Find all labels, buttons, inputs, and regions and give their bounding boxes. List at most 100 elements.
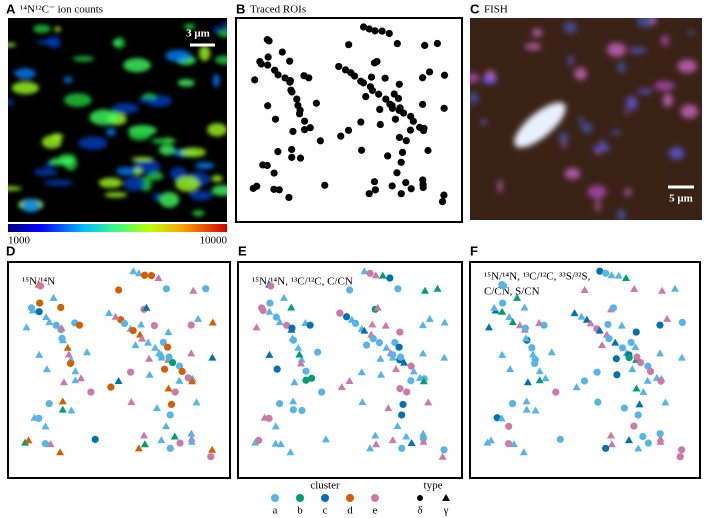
roi-triangle <box>157 436 166 444</box>
ion-blob <box>21 198 40 213</box>
roi-triangle <box>187 349 196 357</box>
roi-triangle <box>577 312 586 320</box>
ion-blob <box>199 45 211 61</box>
roi-dot <box>373 57 381 66</box>
roi-circle <box>657 377 665 385</box>
panel-title: C/CN, S/CN <box>484 286 540 298</box>
roi-circle <box>528 344 536 352</box>
roi-dot <box>391 115 400 123</box>
roi-triangle <box>295 350 304 358</box>
roi-triangle <box>373 303 382 311</box>
roi-triangle <box>523 378 532 386</box>
ion-blob <box>41 135 62 149</box>
fish-blob <box>470 92 479 105</box>
roi-triangle <box>275 318 284 326</box>
ion-blob <box>54 26 62 32</box>
panel-label: D <box>6 243 15 258</box>
roi-circle <box>45 399 53 408</box>
roi-dot <box>395 133 404 142</box>
cluster-points <box>483 267 686 461</box>
roi-triangle <box>297 355 306 363</box>
roi-triangle <box>663 314 672 322</box>
roi-triangle <box>357 368 366 376</box>
roi-circle <box>342 313 351 321</box>
roi-circle <box>593 368 601 376</box>
roi-dot <box>402 137 410 145</box>
roi-dot <box>388 104 396 112</box>
roi-triangle <box>164 384 173 392</box>
legend-label: a <box>273 505 278 517</box>
roi-dot <box>270 185 278 193</box>
roi-triangle <box>35 350 44 358</box>
roi-triangle <box>137 320 146 328</box>
roi-triangle <box>440 353 449 361</box>
roi-triangle <box>508 318 517 326</box>
ion-blob <box>111 102 139 114</box>
roi-dot <box>365 25 373 33</box>
roi-circle <box>129 326 137 335</box>
roi-circle <box>165 353 173 361</box>
legend-swatch <box>346 494 354 502</box>
roi-dot <box>393 169 401 177</box>
roi-dot <box>378 27 386 35</box>
roi-triangle <box>598 341 607 349</box>
roi-dot <box>419 100 427 108</box>
ion-blob <box>189 190 213 201</box>
roi-triangle <box>535 376 544 384</box>
roi-dot <box>286 77 295 85</box>
roi-dot <box>397 158 405 166</box>
roi-dot <box>381 74 389 82</box>
roi-dot <box>398 148 407 157</box>
roi-dot <box>367 73 376 81</box>
ion-blob <box>14 68 36 79</box>
roi-triangle <box>134 269 143 277</box>
roi-dot <box>253 182 261 190</box>
roi-triangle <box>297 359 306 367</box>
roi-triangle <box>378 271 387 279</box>
roi-triangle <box>586 319 595 327</box>
roi-triangle <box>24 436 33 444</box>
roi-triangle <box>288 334 297 342</box>
ion-blob <box>63 93 92 107</box>
roi-triangle <box>570 309 579 317</box>
colorbar-max: 10000 <box>200 235 228 247</box>
fish-blob <box>616 209 626 220</box>
roi-dot <box>402 178 410 187</box>
roi-circle <box>107 383 115 391</box>
fish-blob <box>561 141 567 149</box>
roi-triangle <box>643 376 652 384</box>
ion-blob <box>89 109 119 126</box>
roi-triangle <box>498 307 507 315</box>
roi-circle <box>407 362 415 370</box>
roi-triangle <box>138 334 147 342</box>
legend-title: cluster <box>310 480 340 492</box>
roi-circle <box>272 313 280 321</box>
roi-triangle <box>271 422 280 430</box>
roi-triangle <box>515 321 524 329</box>
fish-blob <box>568 55 574 66</box>
legend-circle <box>417 495 423 501</box>
roi-triangle <box>45 318 54 326</box>
roi-circle <box>678 446 686 454</box>
ion-blob <box>214 55 227 65</box>
roi-dot <box>294 101 302 110</box>
fish-blob <box>532 28 543 37</box>
roi-circle <box>609 304 618 312</box>
roi-dot <box>275 186 283 194</box>
roi-triangle <box>528 350 537 358</box>
roi-circle <box>351 319 360 327</box>
roi-triangle <box>164 328 173 336</box>
ion-blob <box>72 56 95 62</box>
roi-circle <box>160 365 169 373</box>
roi-triangle <box>187 429 196 437</box>
roi-triangle <box>547 348 556 356</box>
panel-label: E <box>238 243 247 258</box>
roi-circle <box>633 353 641 361</box>
fish-signal <box>470 18 698 220</box>
roi-circle <box>613 371 621 379</box>
roi-circle <box>656 430 664 438</box>
roi-dot <box>300 126 309 134</box>
roi-circle <box>57 303 65 312</box>
panel-title: Traced ROIs <box>250 4 306 16</box>
ion-blob <box>177 79 195 87</box>
